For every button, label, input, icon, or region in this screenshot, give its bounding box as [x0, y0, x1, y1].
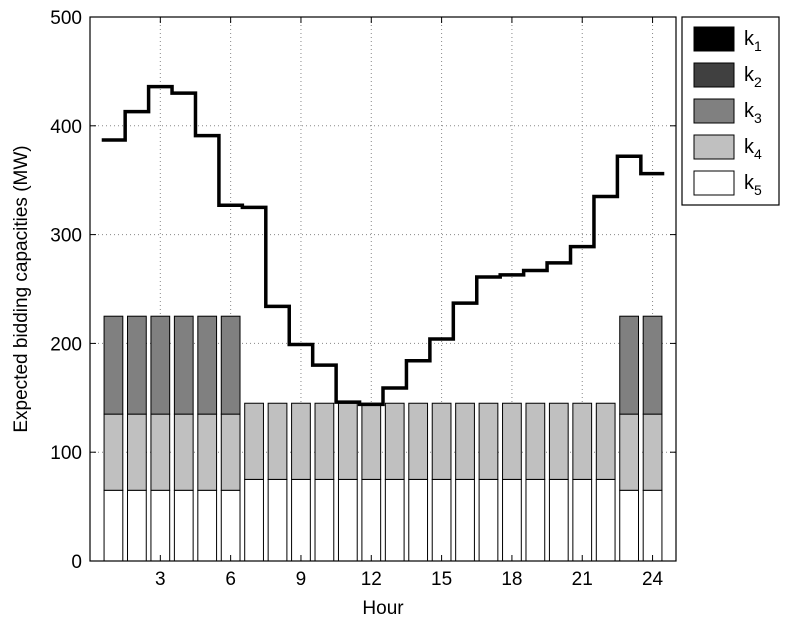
bar-segment-k3: [642, 315, 663, 415]
legend-swatch-k4: [693, 134, 735, 160]
bar-segment-k4: [337, 402, 358, 480]
bar-segment-k5: [103, 489, 124, 562]
bar-segment-k5: [314, 478, 335, 562]
x-axis-title: Hour: [362, 598, 404, 619]
bar-segment-k4: [244, 402, 264, 480]
x-tick-label: 9: [296, 569, 307, 590]
bar-segment-k5: [619, 489, 639, 562]
bar-segment-k3: [619, 315, 639, 415]
bar-segment-k3: [150, 315, 171, 415]
bar-segment-k4: [361, 402, 382, 480]
bar-segment-k3: [127, 315, 147, 415]
legend-label-k2: k2: [744, 64, 762, 90]
bar-segment-k5: [291, 478, 311, 562]
x-tick-label: 24: [642, 569, 664, 590]
line-layer: [101, 84, 665, 407]
bar-segment-k4: [431, 402, 452, 480]
bar-segment-k5: [572, 478, 593, 562]
y-tick-label: 0: [71, 552, 82, 573]
bar-segment-k4: [642, 413, 663, 491]
bar-segment-k5: [548, 478, 569, 562]
legend-swatch-k2: [693, 62, 735, 88]
axes-frame: [89, 16, 677, 562]
legend-label-k3: k3: [744, 100, 762, 126]
bar-segment-k5: [478, 478, 499, 562]
legend-label-k4: k4: [744, 136, 762, 162]
bar-segment-k4: [619, 413, 639, 491]
bar-segment-k3: [103, 315, 124, 415]
bar-segment-k5: [197, 489, 218, 562]
bar-segment-k5: [220, 489, 241, 562]
y-tick-label: 500: [50, 8, 82, 29]
capacity-step-line: [101, 84, 665, 407]
y-axis-title: Expected bidding capacities (MW): [11, 145, 32, 432]
bar-segment-k5: [173, 489, 194, 562]
bar-segment-k4: [595, 402, 616, 480]
bar-segment-k4: [572, 402, 593, 480]
x-tick-label: 15: [431, 569, 452, 590]
x-tick-label: 21: [572, 569, 593, 590]
bar-segment-k4: [150, 413, 171, 491]
y-tick-label: 400: [50, 117, 82, 138]
y-tick-label: 200: [50, 334, 82, 355]
x-tick-label: 6: [225, 569, 236, 590]
bar-segment-k5: [127, 489, 147, 562]
legend-label-k1: k1: [744, 28, 762, 54]
bar-segment-k4: [548, 402, 569, 480]
bar-segment-k4: [291, 402, 311, 480]
bar-segment-k4: [384, 402, 405, 480]
bar-segment-k5: [431, 478, 452, 562]
bar-segment-k5: [408, 478, 429, 562]
bar-segment-k4: [127, 413, 147, 491]
legend-swatch-k5: [693, 170, 735, 196]
bar-segment-k5: [150, 489, 171, 562]
y-tick-label: 100: [50, 443, 82, 464]
bar-segment-k4: [478, 402, 499, 480]
bar-segment-k5: [384, 478, 405, 562]
bar-segment-k5: [267, 478, 288, 562]
legend: k1 k2 k3 k4 k5: [681, 16, 780, 206]
bar-segment-k4: [525, 402, 546, 480]
bar-segment-k5: [337, 478, 358, 562]
legend-swatch-k3: [693, 98, 735, 124]
bar-segment-k4: [408, 402, 429, 480]
bar-segment-k5: [244, 478, 264, 562]
bar-segment-k4: [220, 413, 241, 491]
legend-label-k5: k5: [744, 172, 762, 198]
legend-swatch-k1: [693, 26, 735, 52]
bar-segment-k4: [455, 402, 475, 480]
bar-segment-k4: [314, 402, 335, 480]
axes-layer: 3 6 9 12 15 18 21 24 0 100 200 300 400 500: [50, 8, 677, 590]
y-tick-label: 300: [50, 226, 82, 247]
bar-segment-k5: [525, 478, 546, 562]
bar-segment-k5: [502, 478, 522, 562]
x-tick-label: 18: [501, 569, 522, 590]
bar-segment-k4: [173, 413, 194, 491]
bar-segment-k5: [361, 478, 382, 562]
x-tick-label: 12: [361, 569, 382, 590]
bar-segment-k4: [502, 402, 522, 480]
bar-segment-k4: [103, 413, 124, 491]
bar-segment-k5: [455, 478, 475, 562]
bar-segment-k3: [197, 315, 218, 415]
x-tick-label: 3: [155, 569, 166, 590]
bar-segment-k4: [267, 402, 288, 480]
bar-segment-k5: [595, 478, 616, 562]
bars-layer: [103, 315, 663, 562]
bar-segment-k3: [220, 315, 241, 415]
bar-segment-k4: [197, 413, 218, 491]
bar-segment-k3: [173, 315, 194, 415]
bar-segment-k5: [642, 489, 663, 562]
